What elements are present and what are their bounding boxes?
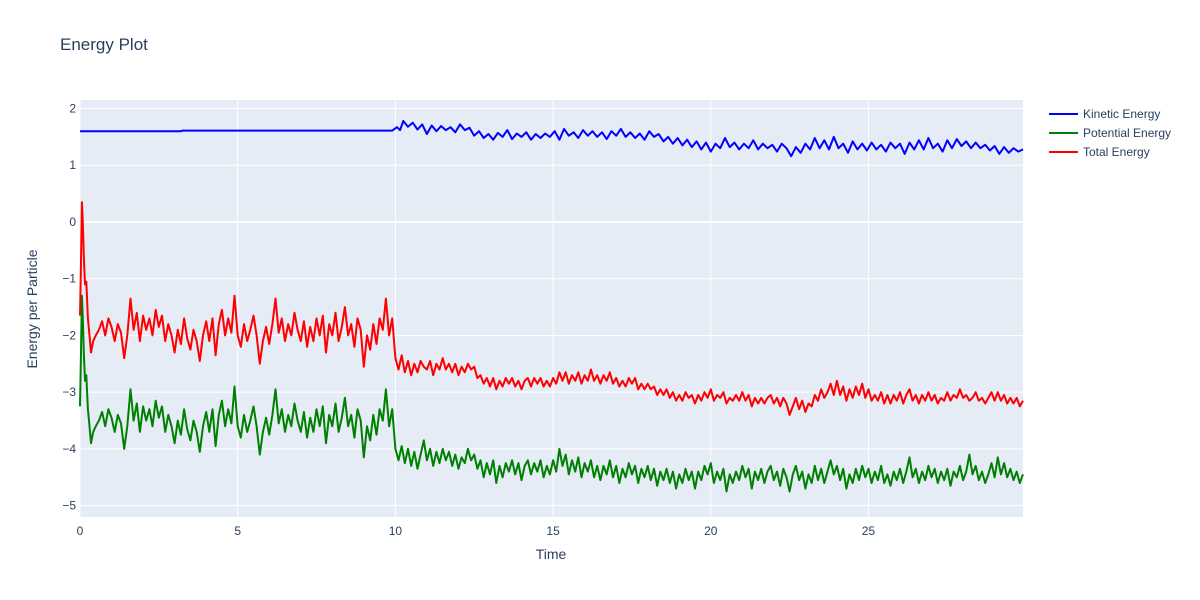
series-line-total-energy[interactable] bbox=[79, 201, 1024, 416]
x-axis-title: Time bbox=[536, 546, 567, 562]
x-tick-label: 25 bbox=[862, 524, 876, 538]
legend-item[interactable]: Total Energy bbox=[1049, 145, 1150, 159]
x-tick-label: 5 bbox=[234, 524, 241, 538]
legend[interactable]: Kinetic Energy Potential Energy Total Ener… bbox=[1049, 107, 1171, 159]
x-tick-label: 15 bbox=[546, 524, 560, 538]
series-line-kinetic-energy[interactable] bbox=[80, 120, 1024, 158]
y-tick-label: −3 bbox=[62, 385, 76, 399]
tick-labels: 0 5 10 15 20 25 −5 −4 −3 −2 −1 0 1 2 bbox=[62, 102, 875, 538]
series-line-potential-energy[interactable] bbox=[79, 294, 1024, 493]
y-tick-label: −1 bbox=[62, 272, 76, 286]
legend-item[interactable]: Kinetic Energy bbox=[1049, 107, 1160, 121]
x-tick-label: 20 bbox=[704, 524, 718, 538]
y-tick-label: 2 bbox=[69, 102, 76, 116]
legend-label: Potential Energy bbox=[1083, 126, 1171, 140]
legend-label: Total Energy bbox=[1083, 145, 1150, 159]
y-axis-title: Energy per Particle bbox=[24, 249, 40, 368]
legend-item[interactable]: Potential Energy bbox=[1049, 126, 1171, 140]
y-tick-label: −5 bbox=[62, 499, 76, 513]
chart-title: Energy Plot bbox=[60, 35, 148, 54]
x-tick-label: 10 bbox=[389, 524, 403, 538]
y-tick-label: 1 bbox=[69, 158, 76, 172]
grid-layer bbox=[79, 100, 1023, 517]
y-tick-label: −4 bbox=[62, 442, 76, 456]
y-tick-label: −2 bbox=[62, 328, 76, 342]
plot-area[interactable] bbox=[80, 100, 1023, 517]
y-tick-label: 0 bbox=[69, 215, 76, 229]
legend-label: Kinetic Energy bbox=[1083, 107, 1160, 121]
x-tick-label: 0 bbox=[77, 524, 84, 538]
series-layer bbox=[79, 120, 1024, 493]
